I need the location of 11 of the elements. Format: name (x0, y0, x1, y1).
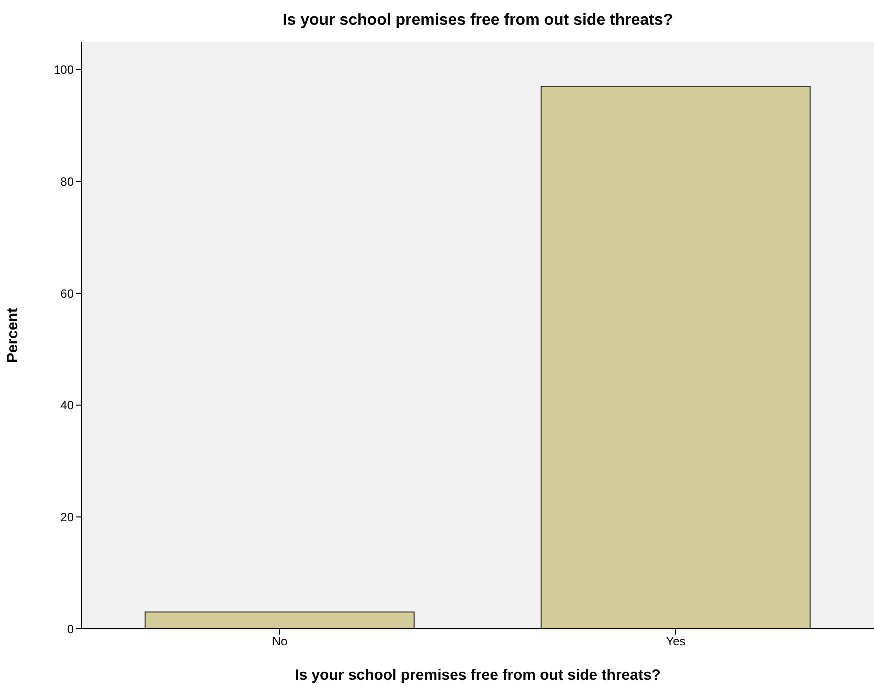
y-tick-label: 20 (60, 510, 74, 524)
x-axis-title: Is your school premises free from out side threats? (295, 667, 661, 684)
x-tick-label: No (272, 634, 288, 649)
chart-title: Is your school premises free from out side threats? (282, 12, 674, 30)
y-tick-label: 0 (67, 622, 74, 636)
y-axis-title: Percent (4, 308, 22, 364)
x-tick-label: Yes (666, 634, 686, 649)
y-tick-label: 80 (60, 175, 74, 190)
y-tick-label: 40 (60, 398, 74, 413)
y-tick-label: 100 (54, 63, 74, 78)
y-tick-label: 60 (60, 286, 74, 301)
